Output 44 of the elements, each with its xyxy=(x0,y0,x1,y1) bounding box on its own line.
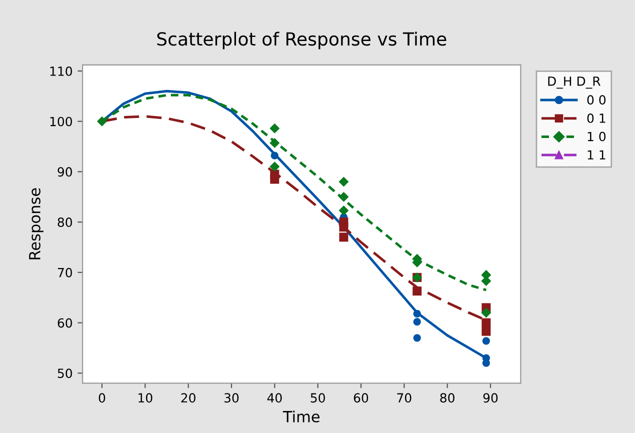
point xyxy=(96,116,107,126)
point xyxy=(339,232,348,242)
point xyxy=(270,123,280,134)
legend-title: D_H D_R xyxy=(548,76,600,89)
x-tick-label: 10 xyxy=(138,393,152,403)
point xyxy=(482,326,491,336)
point xyxy=(338,176,349,187)
y-axis-title: Response xyxy=(29,188,44,260)
legend-label: 1 0 xyxy=(588,132,606,142)
x-tick-label: 90 xyxy=(483,393,498,403)
x-tick-label: 20 xyxy=(181,393,196,403)
y-tick-label: 60 xyxy=(58,318,72,328)
point xyxy=(482,318,491,328)
point xyxy=(413,310,421,318)
x-axis-title: Time xyxy=(282,410,320,422)
y-tick-label: 70 xyxy=(58,268,72,278)
x-tick-label: 60 xyxy=(354,393,368,403)
y-tick-label: 50 xyxy=(58,368,72,378)
x-tick-label: 30 xyxy=(224,393,239,403)
point xyxy=(270,152,278,160)
y-tick-label: 110 xyxy=(50,66,72,76)
point xyxy=(413,334,421,342)
legend-label: 0 0 xyxy=(587,95,606,105)
point xyxy=(338,205,349,216)
point xyxy=(481,308,492,318)
x-tick-label: 40 xyxy=(267,393,282,403)
legend-label: 1 1 xyxy=(588,150,606,160)
x-tick-label: 50 xyxy=(310,393,325,403)
point xyxy=(412,286,422,296)
point xyxy=(482,337,490,345)
point xyxy=(413,318,421,326)
y-tick-label: 90 xyxy=(58,167,72,177)
x-tick-label: 70 xyxy=(397,393,412,403)
point xyxy=(339,222,348,232)
legend-label: 0 1 xyxy=(587,113,606,123)
x-tick-label: 80 xyxy=(440,393,454,403)
point xyxy=(338,192,349,202)
x-tick-label: 0 xyxy=(98,393,106,403)
point xyxy=(270,162,280,172)
y-tick-label: 100 xyxy=(50,116,72,126)
y-tick-label: 80 xyxy=(58,218,72,227)
point xyxy=(270,174,280,184)
chart-title: Scatterplot of Response vs Time xyxy=(157,32,446,50)
point xyxy=(270,138,280,148)
